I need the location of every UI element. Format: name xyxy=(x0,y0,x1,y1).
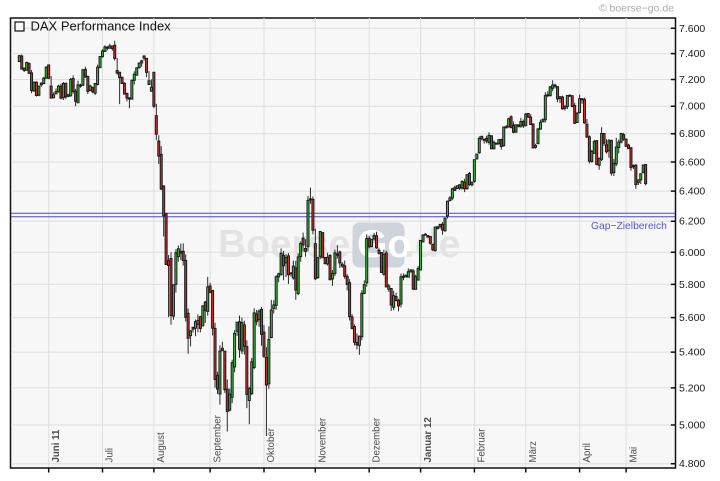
svg-text:5.000: 5.000 xyxy=(679,420,705,432)
svg-text:November: November xyxy=(318,417,329,462)
svg-text:Dezember: Dezember xyxy=(371,417,382,462)
svg-text:Juni 11: Juni 11 xyxy=(51,429,62,462)
svg-text:4.800: 4.800 xyxy=(679,458,705,470)
svg-text:Gap−Zielbereich: Gap−Zielbereich xyxy=(591,221,667,232)
svg-text:Februar: Februar xyxy=(477,428,488,463)
svg-text:6.200: 6.200 xyxy=(679,216,705,228)
svg-text:6.400: 6.400 xyxy=(679,186,705,198)
svg-text:5.400: 5.400 xyxy=(679,347,705,359)
svg-text:Januar 12: Januar 12 xyxy=(423,417,434,462)
svg-text:DAX Performance Index: DAX Performance Index xyxy=(31,19,172,34)
svg-text:März: März xyxy=(528,441,539,463)
svg-text:7.200: 7.200 xyxy=(679,74,705,86)
svg-text:Oktober: Oktober xyxy=(266,427,277,462)
svg-text:August: August xyxy=(156,432,167,462)
svg-text:6.000: 6.000 xyxy=(679,247,705,259)
svg-text:7.400: 7.400 xyxy=(679,48,705,60)
svg-text:6.800: 6.800 xyxy=(679,128,705,140)
svg-text:April: April xyxy=(582,443,593,462)
svg-text:September: September xyxy=(212,414,223,462)
svg-text:Mai: Mai xyxy=(628,447,639,463)
svg-text:5.200: 5.200 xyxy=(679,382,705,394)
svg-text:5.800: 5.800 xyxy=(679,279,705,291)
svg-text:7.600: 7.600 xyxy=(679,23,705,35)
svg-text:© boerse−go.de: © boerse−go.de xyxy=(599,3,674,15)
svg-text:Juli: Juli xyxy=(105,448,116,463)
svg-text:6.600: 6.600 xyxy=(679,157,705,169)
svg-text:5.600: 5.600 xyxy=(679,312,705,324)
svg-text:7.000: 7.000 xyxy=(679,101,705,113)
